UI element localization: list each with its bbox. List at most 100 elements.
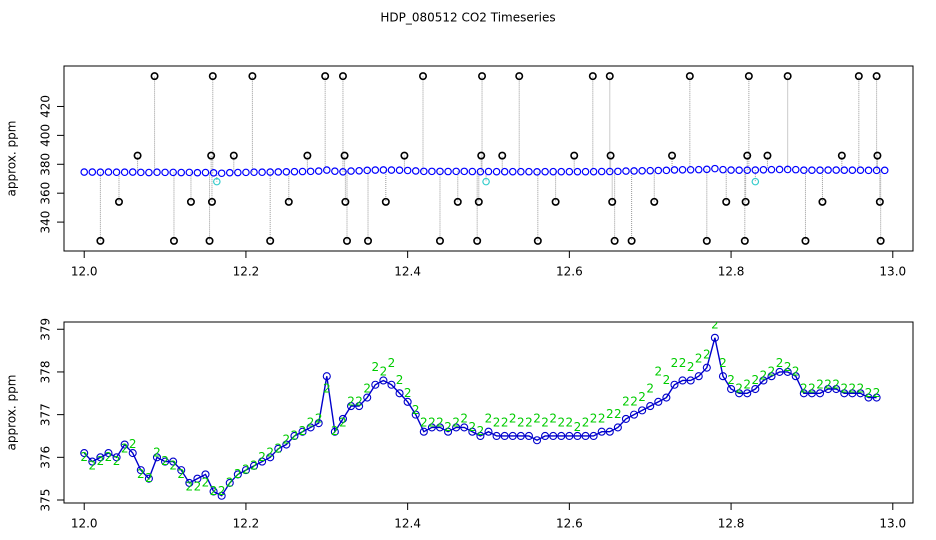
point-label: 2 [743,377,751,391]
point [209,169,218,177]
point-label: 2 [331,424,339,438]
point [711,164,719,173]
point [379,376,388,385]
point [201,168,210,177]
point [533,167,541,176]
point [824,166,832,174]
point [744,72,753,81]
point [500,431,509,441]
point [694,372,703,381]
point [435,236,444,245]
point-label: 2 [283,433,291,447]
point [872,166,881,175]
point [120,440,129,449]
point-label: 2 [428,416,436,430]
point-label: 2 [396,373,404,387]
point [751,177,760,186]
point-label: 2 [234,467,242,481]
point [735,389,744,398]
point [477,151,486,160]
point [759,376,768,385]
y-tick-label: 380 [39,153,53,176]
point [694,165,703,174]
point [452,423,461,432]
point [775,165,784,174]
point-label: 2 [687,360,695,374]
point [112,168,121,177]
point [476,431,485,441]
point [452,167,460,176]
point [824,384,833,394]
plot-area [80,72,889,245]
x-tick-label: 12.6 [556,265,583,279]
point-label: 2 [186,480,194,494]
point [96,236,105,245]
point-label: 2 [388,356,396,370]
point-label: 2 [355,394,363,408]
point-label: 2 [80,450,88,464]
point [783,367,792,376]
point-label: 2 [808,382,816,396]
y-tick-label: 378 [39,360,53,383]
point [524,431,533,441]
point [638,406,647,415]
point [818,197,827,206]
point [807,389,816,398]
point [229,151,238,160]
point-label: 2 [703,347,711,361]
point [428,167,436,176]
point [338,72,347,81]
x-tick-label: 13.0 [879,265,906,279]
point [420,167,428,176]
point-label: 2 [533,411,541,425]
point [654,397,663,406]
point [342,236,351,245]
point [605,167,614,176]
point-label: 2 [638,390,646,404]
point [411,167,420,175]
point [581,431,590,441]
point [549,431,558,441]
point [96,453,105,462]
point [242,168,250,177]
point [347,167,355,175]
point [686,165,695,174]
point-label: 2 [735,382,743,396]
point [864,166,873,175]
point [80,168,89,176]
plot-box [63,65,914,252]
point [743,166,752,175]
point [395,389,404,398]
point [719,165,727,174]
point-label: 2 [371,360,379,374]
point [322,372,331,381]
point-label: 2 [485,411,493,425]
point [136,466,145,475]
point [610,236,619,245]
point [589,167,598,176]
point [515,72,524,81]
point-label: 2 [574,420,582,434]
chart-title: HDP_080512 CO2 Timeseries [380,11,555,25]
point [816,166,824,175]
point [266,168,274,176]
point [710,333,719,342]
point [476,167,485,176]
point [435,423,445,432]
point [837,151,846,160]
point [508,167,517,176]
point [444,427,453,436]
point-label: 2 [291,428,299,442]
x-tick-label: 12.4 [394,265,421,279]
point [177,168,186,177]
point [492,167,501,176]
point-label: 2 [832,377,840,391]
point [735,166,743,175]
point-label: 2 [404,386,412,400]
y-tick-label: 377 [39,403,53,426]
point [848,389,857,398]
point [840,389,849,398]
point-label: 2 [509,411,517,425]
point [484,167,493,176]
